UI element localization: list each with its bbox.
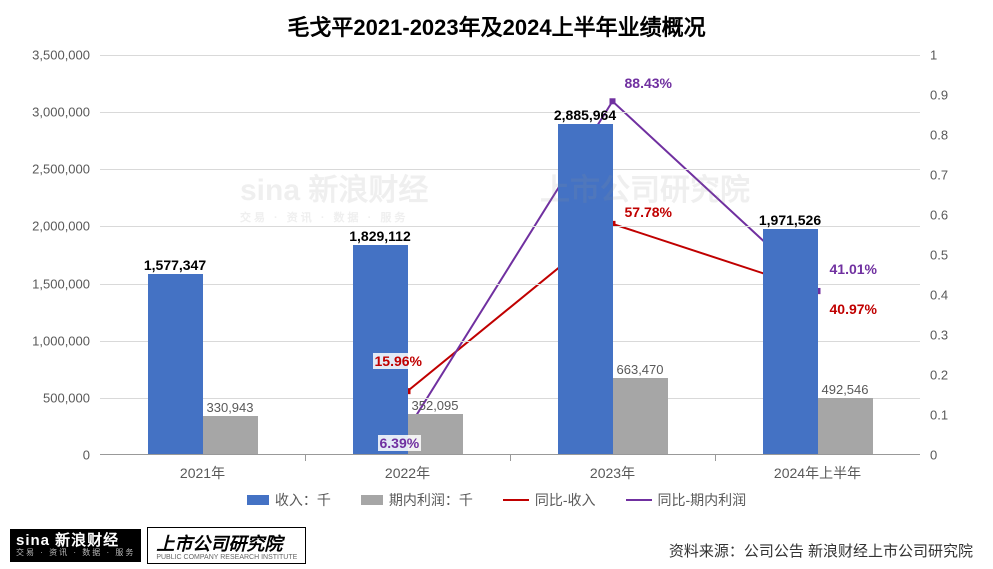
institute-logo-text: 上市公司研究院 — [156, 534, 282, 554]
y2-tick-label: 0.7 — [930, 168, 970, 183]
line-value-label: 57.78% — [623, 204, 674, 220]
y1-tick-label: 2,500,000 — [0, 162, 90, 177]
sina-logo-subtext: 交易 · 资讯 · 数据 · 服务 — [16, 549, 135, 558]
sina-logo-text: sina 新浪财经 — [16, 533, 135, 550]
x-tick-label: 2024年上半年 — [774, 463, 861, 483]
gridline — [100, 55, 920, 56]
line-value-label: 88.43% — [623, 75, 674, 91]
bar-value-label: 2,885,964 — [554, 107, 616, 123]
y1-tick-label: 3,000,000 — [0, 105, 90, 120]
legend-item: 同比-收入 — [503, 490, 596, 510]
y2-tick-label: 0.5 — [930, 248, 970, 263]
y1-tick-label: 500,000 — [0, 390, 90, 405]
legend: 收入：千 期内利润：千 同比-收入 同比-期内利润 — [0, 490, 993, 510]
y2-tick-label: 0.1 — [930, 408, 970, 423]
y1-tick-label: 0 — [0, 448, 90, 463]
y2-tick-label: 0.9 — [930, 88, 970, 103]
y1-tick-label: 3,500,000 — [0, 48, 90, 63]
x-tick — [715, 455, 716, 461]
bar-value-label: 330,943 — [207, 400, 254, 415]
bar-profit — [203, 416, 258, 454]
bar-value-label: 1,971,526 — [759, 212, 821, 228]
chart-title: 毛戈平2021-2023年及2024上半年业绩概况 — [0, 0, 993, 42]
gridline — [100, 169, 920, 170]
line-value-label: 15.96% — [373, 353, 424, 369]
bar-value-label: 1,829,112 — [349, 228, 411, 244]
bar-revenue — [148, 274, 203, 454]
legend-swatch-line — [626, 499, 652, 501]
line-series — [408, 224, 818, 391]
legend-item: 期内利润：千 — [361, 490, 473, 510]
bar-revenue — [353, 245, 408, 454]
sina-logo: sina 新浪财经 交易 · 资讯 · 数据 · 服务 — [10, 529, 141, 562]
legend-swatch-bar — [247, 495, 269, 505]
y2-tick-label: 0.3 — [930, 328, 970, 343]
line-value-label: 6.39% — [378, 435, 422, 451]
bar-value-label: 1,577,347 — [144, 257, 206, 273]
x-tick-label: 2022年 — [385, 463, 430, 483]
line-marker — [610, 98, 616, 104]
bar-value-label: 352,095 — [412, 398, 459, 413]
x-tick — [510, 455, 511, 461]
x-tick-label: 2021年 — [180, 463, 225, 483]
bar-profit — [818, 398, 873, 454]
legend-swatch-line — [503, 499, 529, 501]
bar-value-label: 492,546 — [822, 382, 869, 397]
legend-item: 同比-期内利润 — [626, 490, 747, 510]
legend-label: 收入：千 — [275, 490, 331, 510]
x-tick — [305, 455, 306, 461]
y1-tick-label: 1,000,000 — [0, 333, 90, 348]
line-value-label: 40.97% — [828, 301, 879, 317]
institute-logo: 上市公司研究院 PUBLIC COMPANY RESEARCH INSTITUT… — [147, 527, 306, 564]
logo-area: sina 新浪财经 交易 · 资讯 · 数据 · 服务 上市公司研究院 PUBL… — [10, 527, 306, 564]
y2-tick-label: 1 — [930, 48, 970, 63]
legend-swatch-bar — [361, 495, 383, 505]
gridline — [100, 112, 920, 113]
source-footer: 资料来源：公司公告 新浪财经上市公司研究院 — [669, 540, 973, 561]
legend-item: 收入：千 — [247, 490, 331, 510]
y2-tick-label: 0 — [930, 448, 970, 463]
institute-logo-subtext: PUBLIC COMPANY RESEARCH INSTITUTE — [156, 554, 297, 561]
bar-value-label: 663,470 — [617, 362, 664, 377]
y2-tick-label: 0.4 — [930, 288, 970, 303]
bar-revenue — [558, 124, 613, 454]
y1-tick-label: 2,000,000 — [0, 219, 90, 234]
legend-label: 同比-期内利润 — [658, 490, 747, 510]
line-value-label: 41.01% — [828, 261, 879, 277]
chart-area: 0500,0001,000,0001,500,0002,000,0002,500… — [100, 55, 920, 455]
legend-label: 期内利润：千 — [389, 490, 473, 510]
y2-tick-label: 0.6 — [930, 208, 970, 223]
y1-tick-label: 1,500,000 — [0, 276, 90, 291]
y2-tick-label: 0.8 — [930, 128, 970, 143]
bar-revenue — [763, 229, 818, 454]
bar-profit — [613, 378, 668, 454]
plot-region: 0500,0001,000,0001,500,0002,000,0002,500… — [100, 55, 920, 455]
y2-tick-label: 0.2 — [930, 368, 970, 383]
legend-label: 同比-收入 — [535, 490, 596, 510]
x-tick-label: 2023年 — [590, 463, 635, 483]
